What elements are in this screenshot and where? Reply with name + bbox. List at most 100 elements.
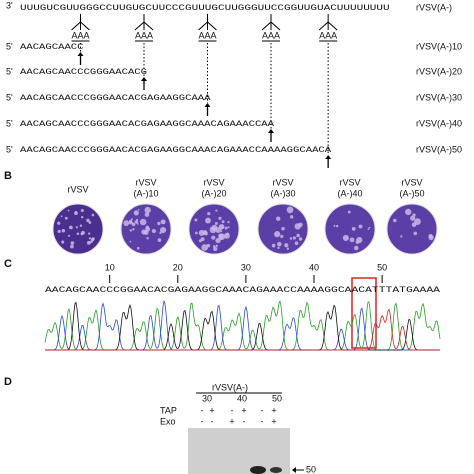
plaque: [209, 226, 217, 234]
group-label: 30: [202, 393, 212, 403]
sign: -: [201, 405, 204, 415]
gel-band: [250, 466, 266, 474]
arrow-head: [77, 52, 84, 56]
plaque: [75, 210, 78, 213]
group-label: 40: [237, 393, 247, 403]
row-label: TAP: [160, 405, 177, 415]
plaque: [88, 241, 91, 244]
sign: -: [261, 416, 264, 426]
plaque: [146, 237, 149, 240]
prime-label: 3': [6, 0, 13, 10]
plaque: [88, 237, 92, 240]
position-label: 30: [241, 262, 251, 272]
plate-label: rVSV: [272, 177, 293, 187]
plaque: [347, 210, 351, 214]
plaque: [131, 222, 136, 227]
plaque: [201, 244, 208, 251]
prime-label: 5': [6, 92, 13, 102]
plaque: [131, 218, 133, 221]
plaque: [129, 220, 133, 225]
sequence: AACAGCAACCCGGGAACACGAGAAGGCAAA: [20, 94, 211, 103]
plaque: [215, 244, 218, 248]
plaque: [227, 221, 230, 224]
sign: -: [201, 416, 204, 426]
plate: [52, 203, 104, 255]
plaque: [144, 212, 150, 217]
plaque: [274, 231, 281, 238]
plaque: [129, 229, 133, 232]
sequence: UUUGUCGUUGGGCCUUGUGCUUCCCGUUUGCUUGGGUUCC…: [20, 4, 390, 13]
plaque: [218, 216, 222, 220]
plate: [324, 203, 376, 255]
plaque: [200, 237, 205, 242]
plaque: [67, 209, 70, 212]
polya-branch: [198, 14, 217, 31]
plaque: [277, 246, 280, 249]
polya-branch: [261, 14, 281, 31]
plaque: [88, 232, 91, 235]
plaque: [144, 206, 151, 214]
plaque: [342, 234, 349, 242]
plaque: [298, 222, 303, 228]
plate-label: (A-)40: [337, 188, 362, 198]
plaque: [207, 211, 211, 216]
plaque: [356, 236, 363, 244]
plaque: [194, 218, 198, 222]
polya: AAA: [262, 30, 280, 40]
plaque: [137, 223, 139, 225]
position-label: 20: [173, 262, 183, 272]
gel: [188, 428, 290, 474]
position-label: 50: [377, 262, 387, 272]
plate-label: (A-)20: [201, 188, 226, 198]
plaque: [215, 227, 222, 233]
sign: -: [243, 416, 246, 426]
plaque: [70, 241, 75, 245]
construct-label: rVSV(A-): [212, 382, 248, 392]
plaque: [218, 233, 224, 239]
plaque: [410, 215, 416, 221]
plaque: [123, 220, 130, 227]
plaque: [215, 209, 218, 212]
plaque: [134, 220, 139, 224]
sign: -: [261, 405, 264, 415]
row-label: rVSV(A-)30: [416, 92, 462, 102]
prime-label: 5': [6, 66, 13, 76]
plaque: [349, 237, 355, 243]
sequence: AACAGCAACC: [20, 43, 84, 52]
plaque: [393, 218, 397, 223]
plaque: [91, 237, 95, 241]
gel-band: [270, 467, 282, 473]
plaque: [214, 221, 218, 225]
plaque: [280, 234, 284, 239]
plaque: [198, 229, 205, 236]
plaque: [335, 224, 339, 228]
polya-branch: [318, 14, 338, 31]
plate-label: rVSV: [67, 184, 88, 194]
polya: AAA: [71, 30, 89, 40]
plaque: [57, 229, 61, 233]
plaque: [298, 237, 303, 241]
plaque: [81, 230, 85, 235]
plaque: [61, 240, 65, 244]
plate-label: rVSV: [203, 177, 224, 187]
sequence: AACAGCAACCCGGAACACGAGAAGGCAAACAGAAACCAAA…: [45, 286, 440, 295]
plaque: [211, 235, 216, 240]
plaque: [220, 226, 224, 229]
plaque: [67, 234, 71, 237]
prime-label: 5': [6, 118, 13, 128]
polya-branch: [134, 14, 154, 31]
row-label: rVSV(A-)40: [416, 118, 462, 128]
plaque: [367, 228, 370, 231]
plate-label: rVSV: [401, 177, 422, 187]
plaque: [137, 209, 140, 211]
sign: +: [229, 416, 234, 426]
plaque: [80, 208, 84, 213]
plaque: [194, 231, 198, 235]
plaque: [296, 233, 300, 238]
prime-label: 5': [6, 41, 13, 51]
plaque: [75, 226, 78, 229]
plaque: [159, 227, 167, 234]
plaque: [159, 231, 162, 235]
sign: +: [209, 405, 214, 415]
